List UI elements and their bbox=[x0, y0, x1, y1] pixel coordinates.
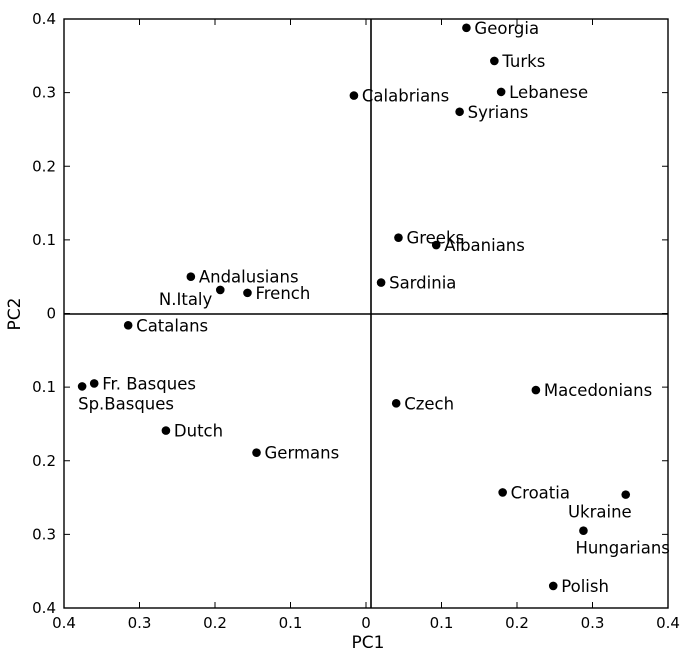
y-axis-ticks: 0.4 0.3 0.2 0.1 0 0.1 0.2 0.3 0.4 bbox=[32, 10, 668, 617]
data-point bbox=[391, 399, 401, 408]
point-label: Sardinia bbox=[389, 274, 456, 293]
data-point bbox=[186, 272, 196, 281]
data-point bbox=[579, 526, 588, 535]
data-point bbox=[431, 240, 441, 250]
point-label: Andalusians bbox=[199, 268, 299, 287]
y-tick-label: 0 bbox=[46, 305, 56, 323]
point-label: Fr. Basques bbox=[102, 374, 196, 393]
y-axis-label: PC2 bbox=[5, 298, 25, 331]
point-label: Catalans bbox=[136, 316, 208, 335]
point-label: Germans bbox=[265, 444, 340, 463]
data-point bbox=[243, 288, 252, 298]
point-label: Albanians bbox=[444, 236, 525, 255]
point-label: N.Italy bbox=[159, 290, 213, 309]
point-label: Hungarians bbox=[575, 539, 669, 558]
point-label: French bbox=[255, 284, 310, 303]
x-tick-label: 0.2 bbox=[203, 614, 227, 632]
data-point bbox=[462, 23, 471, 33]
point-label: Georgia bbox=[474, 19, 539, 38]
y-tick-label: 0.2 bbox=[32, 452, 56, 470]
y-tick-label: 0.4 bbox=[32, 10, 56, 28]
x-tick-label: 0.2 bbox=[505, 614, 529, 632]
data-point bbox=[215, 285, 225, 295]
y-tick-label: 0.2 bbox=[32, 157, 56, 175]
x-tick-label: 0.3 bbox=[128, 614, 152, 632]
x-tick-label: 0.4 bbox=[52, 614, 76, 632]
y-tick-label: 0.3 bbox=[32, 84, 56, 102]
point-label: Macedonians bbox=[544, 381, 652, 400]
data-point bbox=[548, 581, 558, 591]
point-label: Syrians bbox=[468, 103, 529, 122]
point-label: Turks bbox=[501, 52, 545, 71]
data-point bbox=[123, 320, 133, 330]
x-axis-ticks: 0.4 0.3 0.2 0.1 0 0.1 0.2 0.3 0.4 bbox=[52, 19, 680, 632]
x-tick-label: 0.1 bbox=[430, 614, 454, 632]
y-tick-label: 0.1 bbox=[32, 378, 56, 396]
data-point bbox=[490, 56, 499, 66]
x-tick-label: 0.4 bbox=[656, 614, 680, 632]
data-point bbox=[89, 379, 99, 388]
y-tick-label: 0.4 bbox=[32, 599, 56, 617]
point-label: Lebanese bbox=[509, 83, 588, 102]
point-label: Czech bbox=[404, 394, 454, 413]
data-point bbox=[498, 488, 507, 497]
point-label: Ukraine bbox=[568, 503, 632, 522]
y-tick-label: 0.1 bbox=[32, 231, 56, 249]
point-label: Greeks bbox=[406, 229, 464, 248]
data-point bbox=[376, 278, 386, 287]
y-tick-label: 0.3 bbox=[32, 525, 56, 543]
point-label: Sp.Basques bbox=[78, 394, 174, 413]
data-point bbox=[252, 448, 261, 457]
point-label: Dutch bbox=[174, 422, 223, 441]
point-label: Croatia bbox=[511, 483, 570, 502]
data-point bbox=[394, 233, 403, 242]
data-point bbox=[531, 385, 541, 395]
point-label: Polish bbox=[561, 577, 609, 596]
x-tick-label: 0.3 bbox=[581, 614, 605, 632]
data-point bbox=[349, 91, 359, 100]
x-axis-label: PC1 bbox=[352, 633, 385, 651]
data-point bbox=[455, 107, 464, 117]
data-point bbox=[621, 490, 631, 499]
x-tick-label: 0.1 bbox=[279, 614, 303, 632]
data-point bbox=[496, 87, 506, 97]
data-point bbox=[77, 382, 87, 391]
point-label: Calabrians bbox=[362, 87, 449, 106]
data-point bbox=[161, 426, 171, 435]
x-tick-label: 0 bbox=[361, 614, 371, 632]
